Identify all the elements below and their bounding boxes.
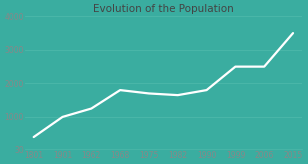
Title: Evolution of the Population: Evolution of the Population: [93, 4, 234, 14]
